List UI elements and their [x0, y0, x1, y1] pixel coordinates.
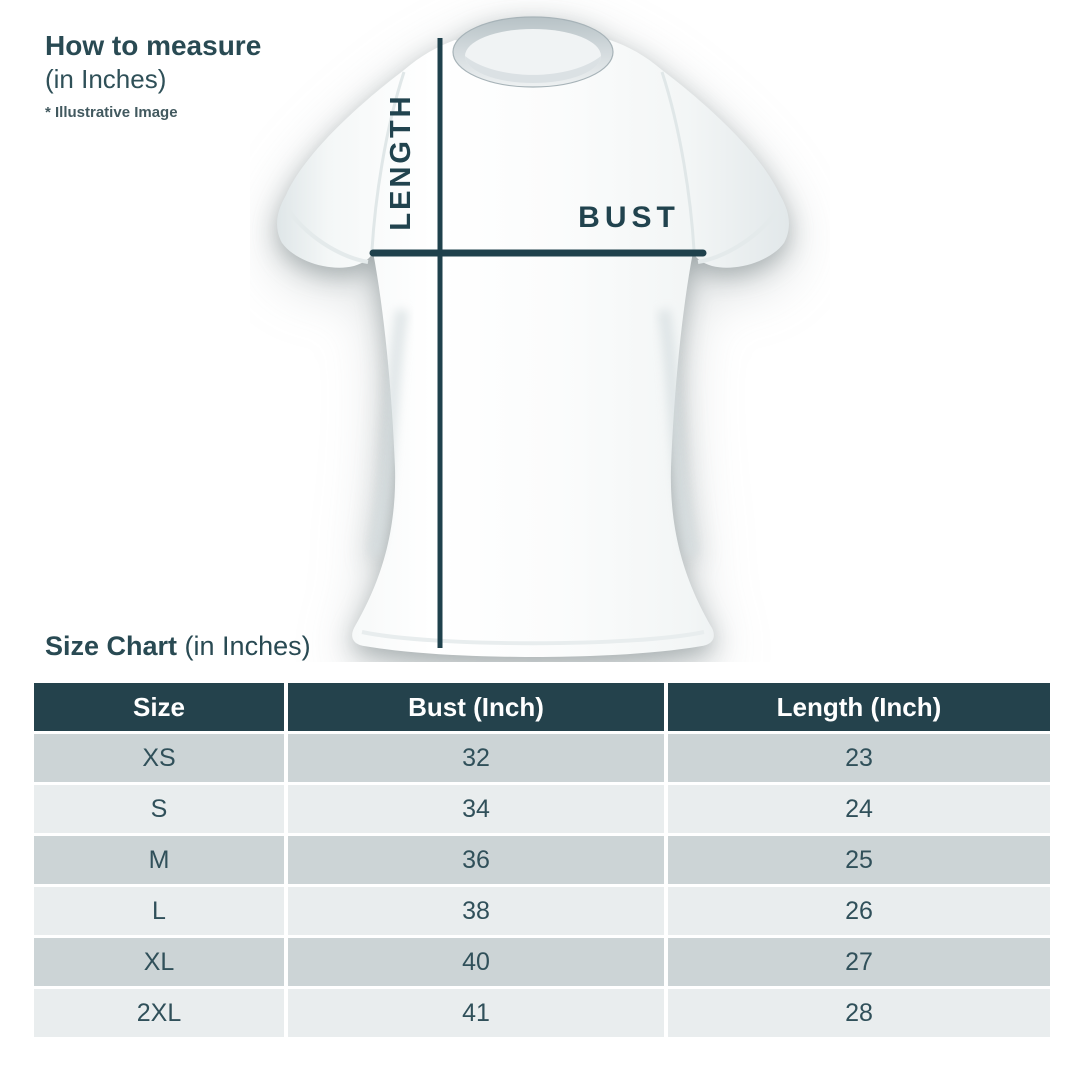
- table-row-l: L 38 26: [30, 884, 1054, 938]
- size-chart-table-wrap: Size Bust (Inch) Length (Inch) XS 32 23 …: [30, 680, 1054, 1040]
- cell-bust: 38: [284, 884, 668, 938]
- table-row-xl: XL 40 27: [30, 935, 1054, 989]
- how-to-measure-header: How to measure (in Inches) * Illustrativ…: [45, 30, 261, 121]
- size-chart-title-units: (in Inches): [177, 631, 311, 661]
- table-row-m: M 36 25: [30, 833, 1054, 887]
- cell-size: M: [30, 833, 288, 887]
- cell-size: XS: [30, 731, 288, 785]
- cell-length: 24: [664, 782, 1054, 836]
- cell-bust: 34: [284, 782, 668, 836]
- table-row-2xl: 2XL 41 28: [30, 986, 1054, 1040]
- table-row-s: S 34 24: [30, 782, 1054, 836]
- size-chart-title-bold: Size Chart: [45, 631, 178, 661]
- cell-length: 26: [664, 884, 1054, 938]
- cell-length: 25: [664, 833, 1054, 887]
- measurement-annotations: LENGTH BUST: [369, 38, 707, 648]
- tshirt-svg: LENGTH BUST: [277, 16, 789, 657]
- cell-bust: 41: [284, 986, 668, 1040]
- cell-size: S: [30, 782, 288, 836]
- collar: [452, 16, 614, 88]
- size-chart-title: Size Chart (in Inches): [45, 631, 311, 662]
- illustrative-image-note: * Illustrative Image: [45, 104, 178, 122]
- cell-size: 2XL: [30, 986, 288, 1040]
- cell-size: L: [30, 884, 288, 938]
- cell-length: 23: [664, 731, 1054, 785]
- tshirt-illustration: LENGTH BUST: [250, 0, 830, 662]
- cell-length: 28: [664, 986, 1054, 1040]
- bust-label: BUST: [578, 201, 680, 234]
- how-to-measure-title: How to measure: [45, 30, 262, 61]
- table-row-xs: XS 32 23: [30, 731, 1054, 785]
- length-label: LENGTH: [385, 93, 417, 230]
- tshirt-body: [277, 16, 789, 657]
- cell-bust: 32: [284, 731, 668, 785]
- cell-bust: 40: [284, 935, 668, 989]
- table-header-row: Size Bust (Inch) Length (Inch): [30, 680, 1054, 734]
- column-header-size: Size: [30, 680, 288, 734]
- column-header-bust: Bust (Inch): [284, 680, 668, 734]
- cell-size: XL: [30, 935, 288, 989]
- column-header-length: Length (Inch): [664, 680, 1054, 734]
- size-chart-table: Size Bust (Inch) Length (Inch) XS 32 23 …: [30, 680, 1054, 1040]
- cell-bust: 36: [284, 833, 668, 887]
- how-to-measure-units: (in Inches): [45, 64, 167, 95]
- cell-length: 27: [664, 935, 1054, 989]
